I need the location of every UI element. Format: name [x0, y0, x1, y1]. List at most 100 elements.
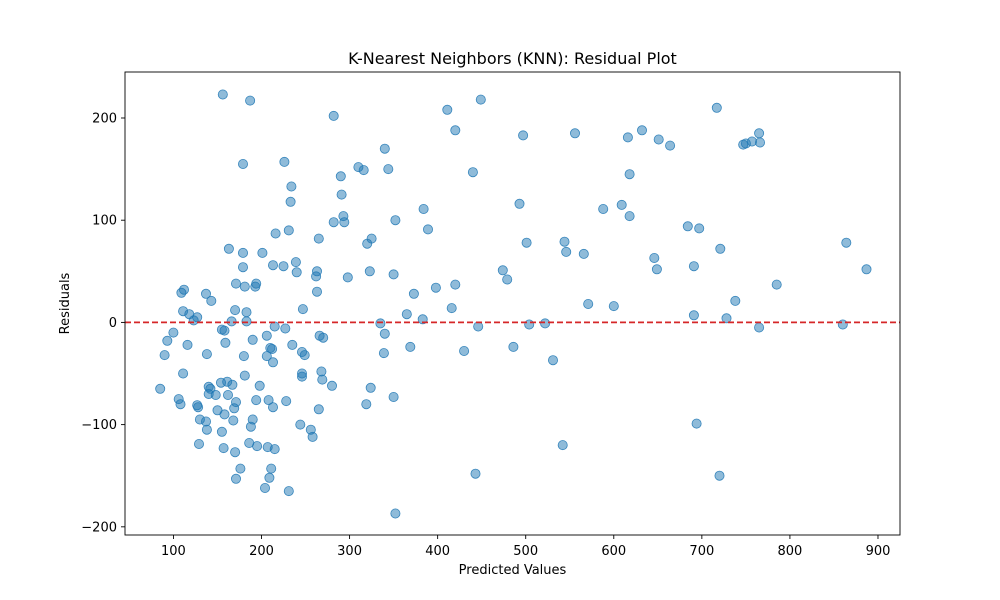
scatter-point [861, 264, 872, 275]
scatter-point [339, 217, 350, 228]
scatter-point [222, 389, 233, 400]
scatter-point [200, 416, 211, 427]
scatter-point [470, 468, 481, 479]
scatter-point [754, 128, 765, 139]
scatter-point [219, 409, 230, 420]
scatter-point [430, 282, 441, 293]
scatter-point [518, 130, 529, 141]
scatter-point [317, 374, 328, 385]
scatter-point [193, 402, 204, 413]
scatter-point [201, 349, 212, 360]
scatter-point [362, 238, 373, 249]
x-tick-label: 200 [249, 544, 274, 559]
y-axis-label: Residuals [58, 272, 73, 334]
x-tick-label: 400 [425, 544, 450, 559]
scatter-point [691, 418, 702, 429]
scatter-point [264, 472, 275, 483]
scatter-point [559, 236, 570, 247]
scatter-point [467, 167, 478, 178]
scatter-point [217, 89, 228, 100]
scatter-point [311, 286, 322, 297]
scatter-point [182, 339, 193, 350]
y-tick-label: −100 [81, 418, 117, 433]
scatter-point [287, 339, 298, 350]
scatter-point [251, 278, 262, 289]
scatter-point [624, 211, 635, 222]
x-tick-label: 800 [778, 544, 803, 559]
scatter-point [259, 482, 270, 493]
scatter-point [237, 158, 248, 169]
scatter-point [216, 426, 227, 437]
scatter-point [388, 269, 399, 280]
scatter-point [401, 309, 412, 320]
scatter-point [237, 247, 248, 258]
scatter-point [261, 351, 272, 362]
scatter-point [223, 243, 234, 254]
scatter-point [651, 264, 662, 275]
scatter-point [299, 350, 310, 361]
scatter-point [754, 322, 765, 333]
scatter-point [378, 348, 389, 359]
scatter-point [497, 265, 508, 276]
scatter-point [230, 447, 241, 458]
scatter-point [682, 221, 693, 232]
scatter-point [237, 262, 248, 273]
scatter-point [311, 271, 322, 282]
scatter-point [220, 337, 231, 348]
scatter-point [422, 224, 433, 235]
scatter-point [379, 143, 390, 154]
scatter-point [252, 441, 263, 452]
scatter-point [235, 463, 246, 474]
scatter-point [475, 94, 486, 105]
scatter-point [730, 295, 741, 306]
scatter-point [459, 345, 470, 356]
scatter-point [502, 274, 513, 285]
scatter-point [335, 171, 346, 182]
scatter-point [653, 134, 664, 145]
scatter-point [162, 335, 173, 346]
scatter-point [714, 470, 725, 481]
scatter-point [514, 198, 525, 209]
scatter-point [665, 140, 676, 151]
scatter-point [375, 318, 386, 329]
scatter-point [297, 304, 308, 315]
scatter-point [226, 316, 237, 327]
scatter-point [508, 341, 519, 352]
scatter-point [280, 323, 291, 334]
scatter-point [210, 389, 221, 400]
scatter-point [524, 319, 535, 330]
scatter-point [283, 225, 294, 236]
scatter-point [408, 288, 419, 299]
scatter-point [688, 310, 699, 321]
scatter-point [442, 104, 453, 115]
scatter-point [254, 380, 265, 391]
scatter-point [450, 125, 461, 136]
scatter-point [771, 279, 782, 290]
scatter-point [278, 261, 289, 272]
scatter-point [279, 156, 290, 167]
x-tick-label: 900 [866, 544, 891, 559]
scatter-point [227, 379, 238, 390]
scatter-point [521, 237, 532, 248]
scatter-point [649, 252, 660, 263]
plot-frame [124, 71, 901, 536]
scatter-point [239, 281, 250, 292]
scatter-point [715, 243, 726, 254]
scatter-point [365, 382, 376, 393]
scatter-point [624, 169, 635, 180]
scatter-point [540, 318, 551, 329]
scatter-point [228, 415, 239, 426]
scatter-point [178, 368, 189, 379]
scatter-point [267, 357, 278, 368]
scatter-point [616, 199, 627, 210]
y-axis-ticks: −200 −100 0 100 200 [81, 111, 125, 535]
scatter-point [418, 203, 429, 214]
scatter-point [168, 327, 179, 338]
scatter-point [383, 164, 394, 175]
scatter-point [326, 380, 337, 391]
scatter-point [608, 301, 619, 312]
scatter-point [176, 287, 187, 298]
scatter-point [281, 396, 292, 407]
scatter-point [201, 424, 212, 435]
scatter-point [711, 102, 722, 113]
